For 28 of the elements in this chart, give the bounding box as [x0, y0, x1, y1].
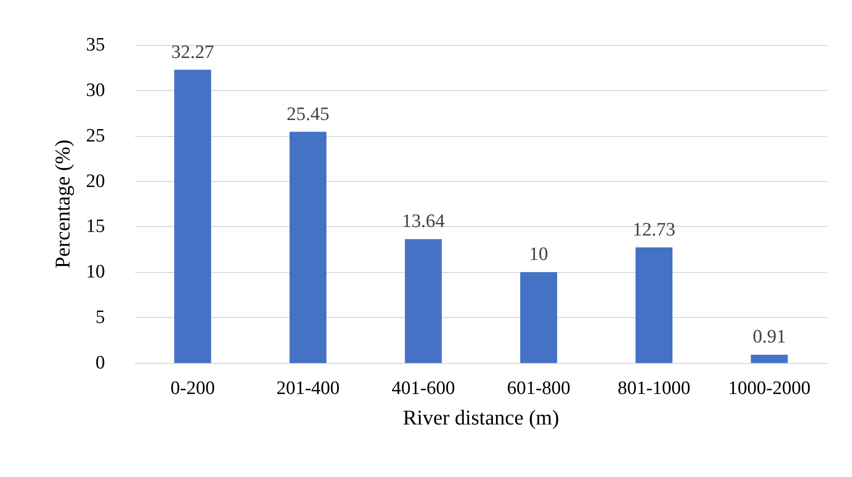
- bar: [290, 132, 326, 363]
- bar: [520, 272, 558, 363]
- x-tick-label: 601-800: [507, 378, 570, 399]
- bar: [174, 70, 212, 363]
- y-tick-label: 10: [86, 262, 105, 283]
- x-tick-label: 801-1000: [618, 378, 690, 399]
- y-tick-label: 35: [86, 34, 105, 56]
- data-label: 25.45: [286, 104, 330, 125]
- y-axis-title: Percentage (%): [50, 140, 74, 268]
- data-label: 12.73: [632, 219, 676, 240]
- y-tick-label: 30: [86, 80, 105, 101]
- bar: [750, 354, 788, 363]
- data-label: 13.64: [402, 211, 446, 232]
- y-tick-label: 15: [86, 216, 105, 238]
- data-label: 0.91: [752, 326, 786, 348]
- bar: [404, 239, 442, 363]
- x-tick-label: 1000-2000: [728, 378, 810, 399]
- bar: [636, 247, 672, 363]
- data-label: 10: [529, 244, 548, 266]
- y-tick-label: 5: [96, 307, 105, 328]
- x-axis-title: River distance (m): [402, 406, 560, 430]
- y-tick-label: 0: [96, 352, 105, 374]
- x-tick-label: 0-200: [170, 378, 215, 399]
- y-tick-label: 20: [86, 170, 105, 192]
- data-label: 32.27: [171, 42, 214, 63]
- x-tick-label: 401-600: [392, 378, 455, 399]
- y-tick-label: 25: [86, 125, 105, 146]
- x-tick-label: 201-400: [276, 378, 340, 399]
